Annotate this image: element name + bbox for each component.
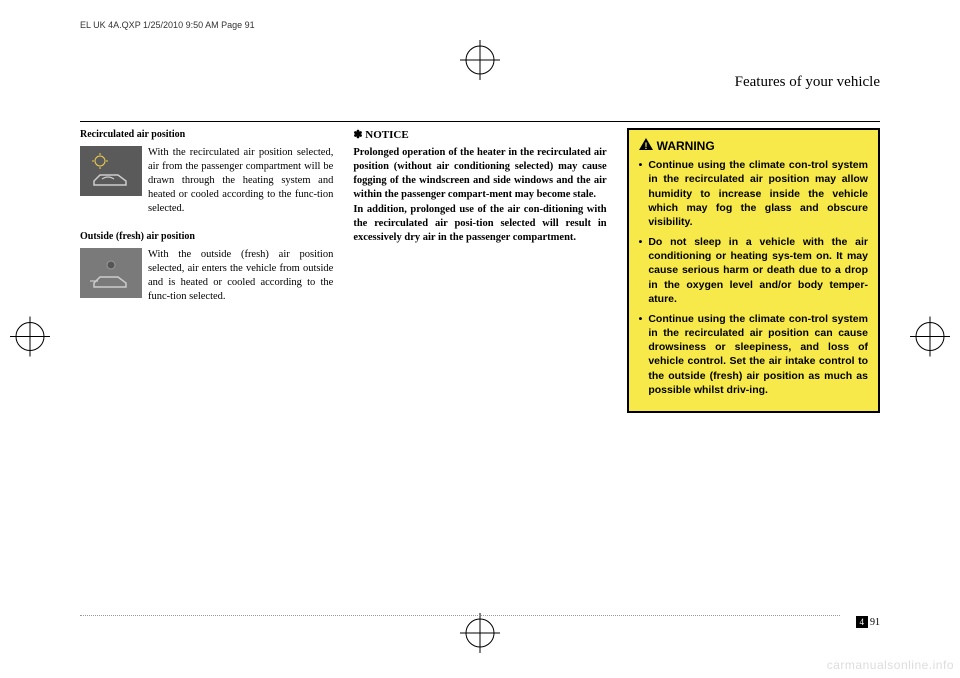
- recirc-text: With the recirculated air position selec…: [148, 146, 333, 217]
- crop-mark-left: [10, 317, 50, 362]
- manual-page: EL UK 4A.QXP 1/25/2010 9:50 AM Page 91 F…: [0, 0, 960, 678]
- recirc-heading: Recirculated air position: [80, 128, 333, 142]
- section-title: Features of your vehicle: [80, 34, 880, 91]
- watermark: carmanualsonline.info: [827, 658, 954, 672]
- warning-item: Continue using the climate con-trol syst…: [639, 312, 868, 397]
- recirculated-icon: [80, 146, 142, 196]
- warning-title-text: WARNING: [657, 138, 715, 154]
- outside-block: With the outside (fresh) air position se…: [80, 248, 333, 305]
- warning-list: Continue using the climate con-trol syst…: [639, 158, 868, 397]
- warning-item: Do not sleep in a vehicle with the air c…: [639, 235, 868, 306]
- file-header: EL UK 4A.QXP 1/25/2010 9:50 AM Page 91: [80, 20, 880, 30]
- outside-heading: Outside (fresh) air position: [80, 230, 333, 244]
- column-1: Recirculated air position With the recir…: [80, 128, 333, 413]
- page-number-text: 91: [870, 617, 880, 628]
- footer-dotted-line: [80, 615, 840, 616]
- page-number: 4 91: [856, 616, 881, 628]
- crop-mark-right: [910, 317, 950, 362]
- warning-title: ! WARNING: [639, 138, 868, 154]
- recirc-block: With the recirculated air position selec…: [80, 146, 333, 217]
- outside-air-icon: [80, 248, 142, 298]
- chapter-number: 4: [856, 616, 869, 628]
- column-3: ! WARNING Continue using the climate con…: [627, 128, 880, 413]
- notice-text: Prolonged operation of the heater in the…: [353, 146, 606, 245]
- section-rule: [80, 121, 880, 122]
- svg-text:!: !: [644, 141, 647, 150]
- notice-label: ✽ NOTICE: [353, 128, 606, 143]
- warning-item: Continue using the climate con-trol syst…: [639, 158, 868, 229]
- column-2: ✽ NOTICE Prolonged operation of the heat…: [353, 128, 606, 413]
- outside-text: With the outside (fresh) air position se…: [148, 248, 333, 305]
- warning-box: ! WARNING Continue using the climate con…: [627, 128, 880, 413]
- content-columns: Recirculated air position With the recir…: [80, 128, 880, 413]
- crop-mark-bottom: [460, 613, 500, 658]
- warning-icon: !: [639, 138, 653, 154]
